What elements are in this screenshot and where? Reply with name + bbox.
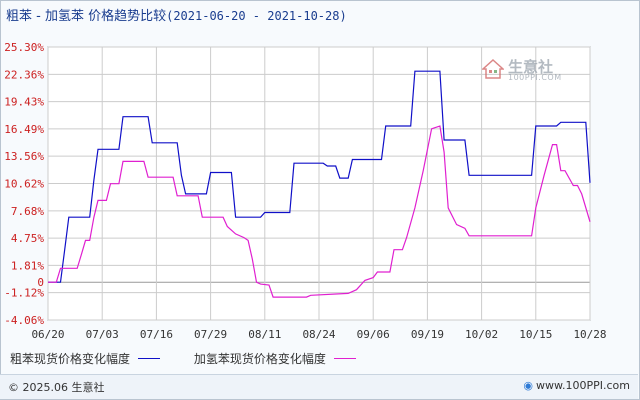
site-url: www.100PPI.com	[536, 379, 630, 392]
y-tick-label: 10.62%	[4, 178, 44, 191]
legend-swatch-series1	[138, 358, 161, 359]
series-line-2	[48, 125, 591, 298]
watermark-name: 生意社	[508, 58, 554, 76]
x-tick-label: 10/02	[465, 328, 498, 341]
y-tick-label: -4.06%	[4, 314, 44, 327]
x-tick-label: 07/03	[86, 328, 119, 341]
grid	[47, 46, 591, 321]
y-tick-label: 0	[37, 276, 44, 289]
x-tick-label: 09/06	[357, 328, 390, 341]
legend: 粗苯现货价格变化幅度 加氢苯现货价格变化幅度	[10, 350, 376, 370]
x-tick-label: 06/20	[31, 328, 64, 341]
copyright-text: © 2025.06 生意社	[8, 381, 105, 394]
series-line-1	[48, 70, 591, 283]
y-tick-label: 19.43%	[4, 96, 44, 109]
y-tick-label: 7.68%	[11, 205, 44, 218]
y-tick-label: 16.49%	[4, 123, 44, 136]
x-tick-label: 10/28	[573, 328, 606, 341]
site-link[interactable]: ◉ www.100PPI.com	[523, 379, 630, 392]
date-range: (2021-06-20 - 2021-10-28)	[166, 9, 347, 23]
y-tick-label: 13.56%	[4, 150, 44, 163]
watermark-url: 100PPI.COM	[508, 73, 562, 82]
axes: 25.30% 22.36% 19.43% 16.49% 13.56% 10.62% 7.68…	[4, 41, 606, 341]
x-tick-label: 07/29	[194, 328, 227, 341]
x-tick-label: 08/11	[248, 328, 281, 341]
y-tick-label: -1.12%	[4, 287, 44, 300]
footer: © 2025.06 生意社 ◉ www.100PPI.com	[0, 374, 638, 399]
y-tick-label: 22.36%	[4, 68, 44, 81]
x-tick-label: 10/15	[519, 328, 552, 341]
title-text: 粗苯 - 加氢苯 价格趋势比较	[6, 9, 167, 24]
legend-item-series2: 加氢苯现货价格变化幅度	[194, 350, 356, 367]
globe-icon: ◉	[523, 379, 534, 392]
series-lines	[48, 70, 591, 298]
legend-item-series1: 粗苯现货价格变化幅度	[10, 350, 161, 367]
legend-swatch-series2	[333, 358, 356, 359]
y-tick-label: 4.75%	[11, 232, 44, 245]
y-tick-label: 1.81%	[11, 259, 44, 272]
x-tick-label: 09/19	[411, 328, 444, 341]
watermark: 生意社 100PPI.COM	[482, 56, 578, 86]
legend-label-series1: 粗苯现货价格变化幅度	[10, 352, 131, 366]
house-logo-icon	[482, 58, 504, 79]
x-tick-label: 08/24	[302, 328, 335, 341]
chart-title: 粗苯 - 加氢苯 价格趋势比较(2021-06-20 - 2021-10-28)	[6, 5, 347, 24]
x-tick-label: 07/16	[140, 328, 173, 341]
legend-label-series2: 加氢苯现货价格变化幅度	[193, 352, 326, 366]
y-tick-label: 25.30%	[4, 41, 44, 54]
